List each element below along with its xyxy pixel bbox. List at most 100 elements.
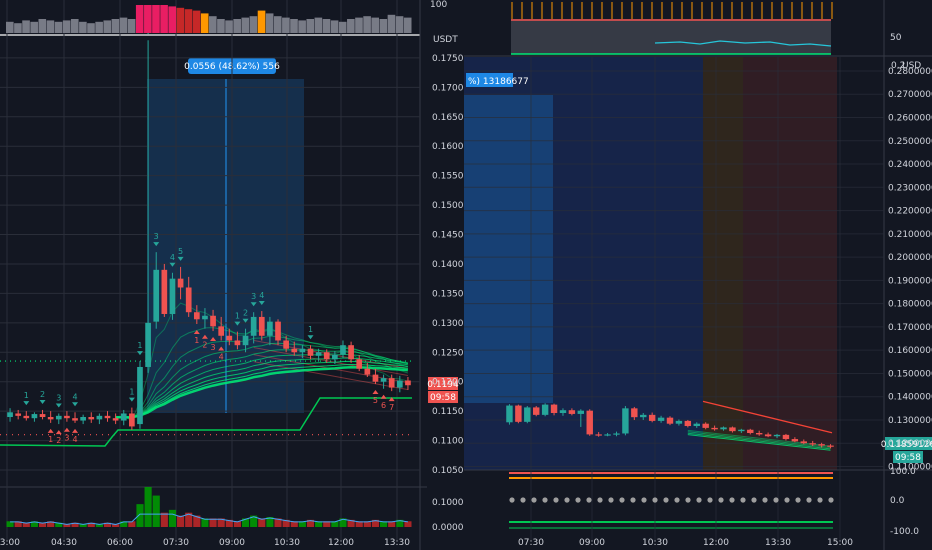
right-y-tick-17: 0.11000000 <box>888 463 932 473</box>
left-osc-bar-25 <box>209 16 217 33</box>
left-candle-body-3 <box>31 414 38 419</box>
left-volume-ma-line <box>10 513 409 525</box>
right-measure-range-box[interactable] <box>464 95 553 403</box>
left-candle-body-23 <box>193 312 200 320</box>
right-candle-body-15 <box>640 414 647 418</box>
right-y-tick-partial: 0.2 <box>891 61 905 71</box>
right-y-tick-12: 0.16000000 <box>888 346 932 356</box>
left-buy-signal-num-2: 3 <box>56 393 61 402</box>
left-osc-bar-12 <box>103 20 112 33</box>
left-osc-bar-24 <box>200 13 209 33</box>
left-volume-bar-0 <box>6 521 14 527</box>
right-candle-body-13 <box>622 408 629 434</box>
left-buy-signal-9 <box>177 256 184 261</box>
left-volume-bar-6 <box>55 522 63 527</box>
left-osc-bar-22 <box>184 9 193 33</box>
right-lower-zero-dot-16 <box>685 497 691 503</box>
left-candle-body-6 <box>55 415 62 420</box>
left-buy-signal-1 <box>39 399 46 404</box>
left-buy-signal-3 <box>72 402 79 407</box>
right-y-tick-16: 0.12000000 <box>888 439 932 449</box>
right-y-tick-11: 0.17000000 <box>888 323 932 333</box>
right-lower-zero-dot-12 <box>641 497 647 503</box>
left-sell-signal-num-17: 3 <box>64 434 69 443</box>
left-osc-bar-36 <box>298 20 306 33</box>
left-candle-body-16 <box>137 366 143 425</box>
left-buy-signal-num-1: 2 <box>40 390 45 399</box>
left-osc-bar-31 <box>257 10 266 34</box>
right-candle-body-33 <box>800 441 807 444</box>
left-volume-bar-7 <box>63 524 71 527</box>
left-osc-bar-47 <box>387 14 396 34</box>
left-volume-bar-24 <box>201 518 209 527</box>
left-volume-bar-44 <box>363 521 371 527</box>
left-y-tick-12: 0.1150 <box>432 407 464 417</box>
left-osc-bar-14 <box>119 17 128 33</box>
left-candle-body-35 <box>291 348 298 353</box>
right-candle-body-27 <box>747 429 754 434</box>
left-volume-bar-45 <box>371 519 380 527</box>
left-osc-bar-39 <box>322 19 331 33</box>
left-osc-bar-46 <box>379 19 388 33</box>
left-candle-body-36 <box>299 348 306 353</box>
left-sell-signal-num-21: 3 <box>211 343 216 352</box>
right-candle-body-17 <box>657 417 665 421</box>
right-lower-zero-dot-6 <box>575 497 581 503</box>
left-sell-signal-num-20: 2 <box>202 341 207 350</box>
right-x-tick-0: 07:30 <box>518 538 544 548</box>
right-range-selection-red <box>743 57 837 470</box>
right-candle-body-22 <box>702 423 709 428</box>
right-y-tick-15: 0.13000000 <box>888 416 932 426</box>
left-sell-signal-num-22: 4 <box>219 352 224 361</box>
left-candle-body-42 <box>348 345 354 360</box>
left-sell-signal-23 <box>372 390 379 395</box>
right-red-trend-line <box>702 400 833 434</box>
right-lower-zero-dot-29 <box>828 497 834 503</box>
left-sell-signal-num-23: 5 <box>373 396 378 405</box>
left-volume-bar-4 <box>38 522 47 527</box>
left-sell-signal-num-16: 2 <box>56 436 61 445</box>
right-candle-body-11 <box>604 434 611 436</box>
left-sell-signal-num-19: 1 <box>194 336 199 345</box>
left-buy-signal-13 <box>258 301 265 306</box>
right-lower-zero-dot-2 <box>531 497 537 503</box>
left-osc-bar-13 <box>111 19 120 33</box>
right-lower-zero-dot-23 <box>762 497 768 503</box>
right-oscillator-band <box>511 19 831 54</box>
right-y-tick-9: 0.19000000 <box>888 276 932 286</box>
left-osc-bar-4 <box>38 19 47 33</box>
right-candle-body-4 <box>541 404 549 415</box>
left-osc-bar-23 <box>192 10 201 34</box>
left-buy-signal-2 <box>55 403 62 408</box>
left-sell-signal-25 <box>388 397 395 402</box>
left-x-tick-2: 06:00 <box>107 538 133 548</box>
right-candle-body-8 <box>577 410 585 414</box>
left-volume-bar-8 <box>71 522 79 527</box>
right-lower-zero-dot-20 <box>729 497 735 503</box>
left-candle-body-1 <box>15 413 22 416</box>
left-y-tick-0: 0.1750 <box>432 54 464 64</box>
right-candle-body-36 <box>827 445 834 447</box>
right-candle-body-3 <box>533 407 540 415</box>
right-y-tick-3: 0.25000000 <box>888 137 932 147</box>
left-y-tick-10: 0.1250 <box>432 348 464 358</box>
left-candle-body-15 <box>129 413 135 427</box>
left-volume-bar-28 <box>233 521 241 527</box>
left-buy-signal-12 <box>250 302 257 307</box>
right-candle-body-31 <box>782 434 790 440</box>
left-osc-bar-6 <box>54 21 63 33</box>
left-osc-bar-30 <box>249 16 258 33</box>
right-candle-body-16 <box>648 414 656 421</box>
left-last-price: 0.1194 <box>427 380 459 390</box>
left-candle-body-28 <box>234 340 241 346</box>
right-lower-zero-dot-5 <box>564 497 570 503</box>
left-countdown-tag <box>428 391 458 403</box>
right-range-selection-blue <box>464 57 703 470</box>
left-buy-signal-num-10: 1 <box>235 312 240 321</box>
left-volume-bar-46 <box>380 521 388 527</box>
right-measure-label: %) 13186677 <box>468 77 529 87</box>
left-osc-bar-11 <box>95 21 103 33</box>
left-candle-body-5 <box>47 417 54 420</box>
left-buy-signal-num-11: 2 <box>243 309 248 318</box>
right-lower-zero-dot-14 <box>663 497 669 503</box>
